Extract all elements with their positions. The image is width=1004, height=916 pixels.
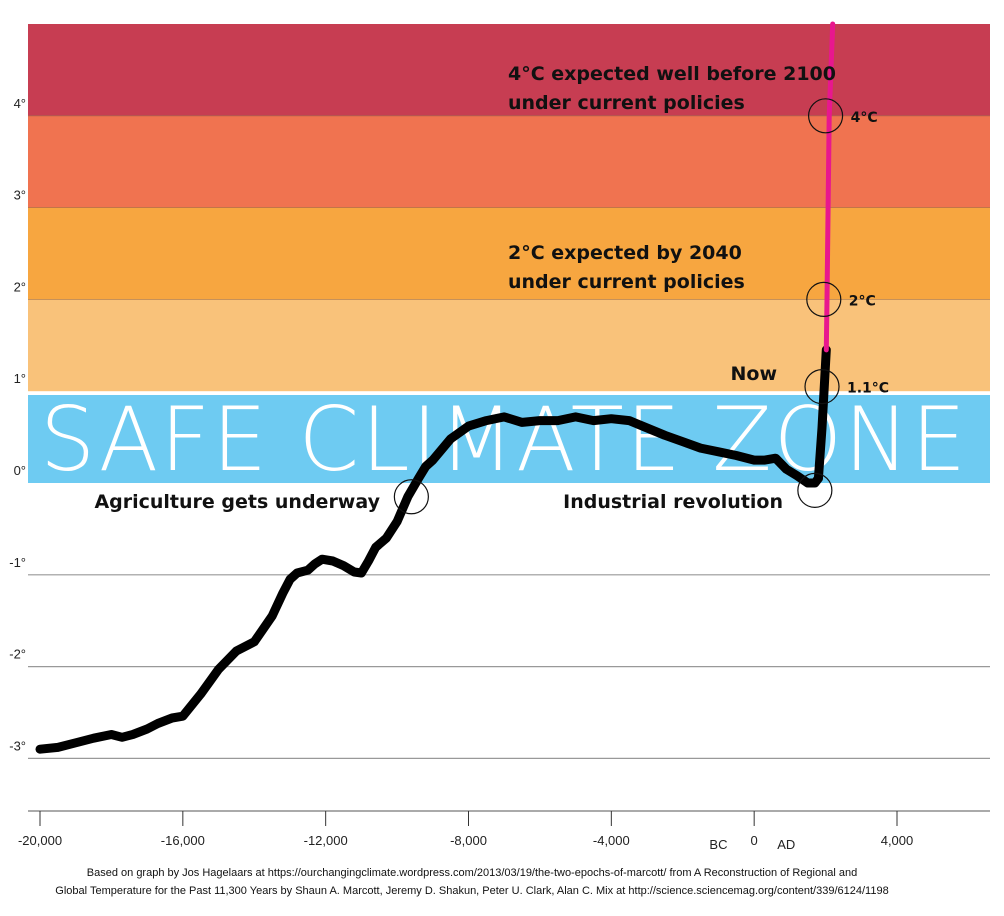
marker-circle-2c: [806, 281, 842, 317]
now-label: Now: [730, 363, 777, 385]
marker-value-now: 1.1°C: [847, 381, 889, 397]
y-tick-label: 0°: [14, 463, 26, 478]
series-line-historical-temperature: [35, 412, 823, 754]
x-tick-label: -8,000: [450, 833, 487, 848]
y-tick-label: -3°: [9, 738, 26, 753]
credit-line-1: Based on graph by Jos Hagelaars at https…: [87, 867, 857, 879]
x-tick-label: 0: [751, 833, 758, 848]
safe-climate-zone-label: SAFE CLIMATE ZONE: [40, 388, 968, 491]
agriculture-label: Agriculture gets underway: [94, 491, 380, 513]
gridlines: [28, 574, 990, 760]
marker-value-2c: 2°C: [849, 293, 876, 309]
series-line-projected-warming: [823, 21, 836, 353]
annotation-2c-expected-line-2: under current policies: [508, 271, 745, 293]
y-tick-label: 3°: [14, 188, 26, 203]
y-tick-label: 2°: [14, 279, 26, 294]
marker-circle-now: [804, 369, 840, 405]
series-line-recent-warming: [813, 345, 831, 483]
marker-circle-industrial: [797, 472, 833, 508]
annotation-4c-expected-line-1: 4°C expected well before 2100: [508, 63, 836, 85]
y-tick-label: 4°: [14, 96, 26, 111]
industrial-revolution-label: Industrial revolution: [563, 491, 783, 513]
y-axis: 4° 3° 2° 1° 0° -1° -2° -3°: [9, 96, 26, 754]
x-axis: -20,000 -16,000 -12,000 -8,000 -4,000 0 4,000 B…: [18, 810, 990, 852]
band-3-to-4: [28, 115, 990, 208]
x-tick-label: -20,000: [18, 833, 62, 848]
y-tick-label: -1°: [9, 555, 26, 570]
x-tick-label: -16,000: [161, 833, 205, 848]
annotation-2c-expected-line-1: 2°C expected by 2040: [508, 242, 742, 264]
band-safe-zone: [28, 393, 990, 483]
marker-value-4c: 4°C: [851, 110, 878, 126]
marker-circle-4c: [807, 98, 844, 134]
event-markers: 1.1°C 2°C 4°C Agriculture gets underway Indu…: [94, 98, 889, 515]
annotations: 4°C expected well before 2100 under curre…: [508, 63, 836, 293]
bc-label: BC: [709, 837, 727, 852]
marker-circle-agriculture: [393, 479, 429, 515]
y-tick-label: 1°: [14, 371, 26, 386]
ad-label: AD: [777, 837, 795, 852]
x-tick-label: 4,000: [881, 833, 914, 848]
credits: Based on graph by Jos Hagelaars at https…: [55, 867, 888, 897]
credit-line-2: Global Temperature for the Past 11,300 Y…: [55, 885, 888, 897]
y-tick-label: -2°: [9, 647, 26, 662]
series-lines: [35, 21, 836, 754]
band-1-to-2: [28, 299, 990, 392]
x-tick-label: -4,000: [593, 833, 630, 848]
x-tick-label: -12,000: [304, 833, 348, 848]
annotation-4c-expected-line-2: under current policies: [508, 92, 745, 114]
